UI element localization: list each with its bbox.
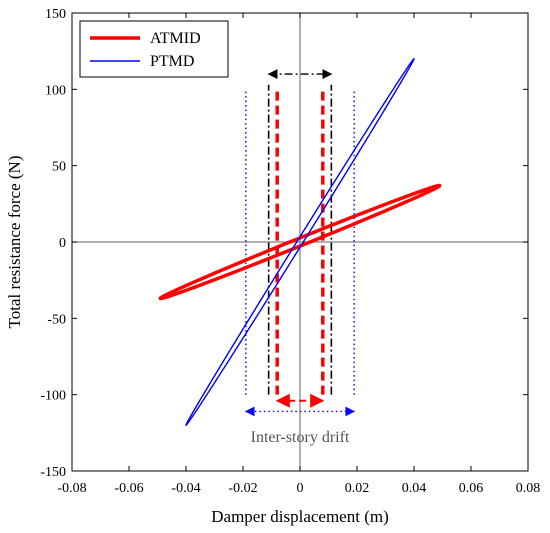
x-tick-label: 0: [297, 481, 304, 496]
x-tick-label: -0.06: [114, 481, 143, 496]
legend-label-ptmd: PTMD: [150, 53, 194, 70]
y-tick-label: 150: [45, 7, 66, 22]
series-loop-atmid: [158, 183, 442, 301]
x-tick-label: -0.02: [228, 481, 257, 496]
y-tick-label: 0: [59, 236, 66, 251]
legend-label-atmid: ATMID: [150, 30, 201, 47]
span-arrows: [244, 69, 356, 417]
y-axis-label: Total resistance force (N): [5, 156, 24, 329]
x-tick-label: -0.04: [171, 481, 200, 496]
annotation-text: Inter-story drift: [251, 429, 350, 446]
y-tick-label: -50: [47, 312, 66, 327]
series-loop-ptmd: [185, 57, 415, 427]
x-tick-label: -0.08: [57, 481, 86, 496]
y-tick-label: -150: [40, 465, 66, 480]
x-tick-label: 0.02: [345, 481, 370, 496]
y-tick-label: 100: [45, 83, 66, 98]
x-tick-label: 0.08: [516, 481, 541, 496]
y-tick-label: -100: [40, 389, 66, 404]
axis-ticks: -0.08 -0.06 -0.04 -0.02 0 0.02 0.04 0.06 0.08 -15…: [40, 7, 540, 496]
annotations: Inter-story drift: [251, 429, 350, 446]
x-tick-label: 0.04: [402, 481, 427, 496]
series-curves: [158, 57, 442, 427]
reference-lines: [245, 84, 355, 395]
x-tick-label: 0.06: [459, 481, 484, 496]
y-tick-label: 50: [52, 160, 66, 175]
legend-box: [79, 20, 229, 78]
legend: ATMID PTMD: [79, 20, 229, 78]
x-axis-label: Damper displacement (m): [211, 507, 389, 526]
